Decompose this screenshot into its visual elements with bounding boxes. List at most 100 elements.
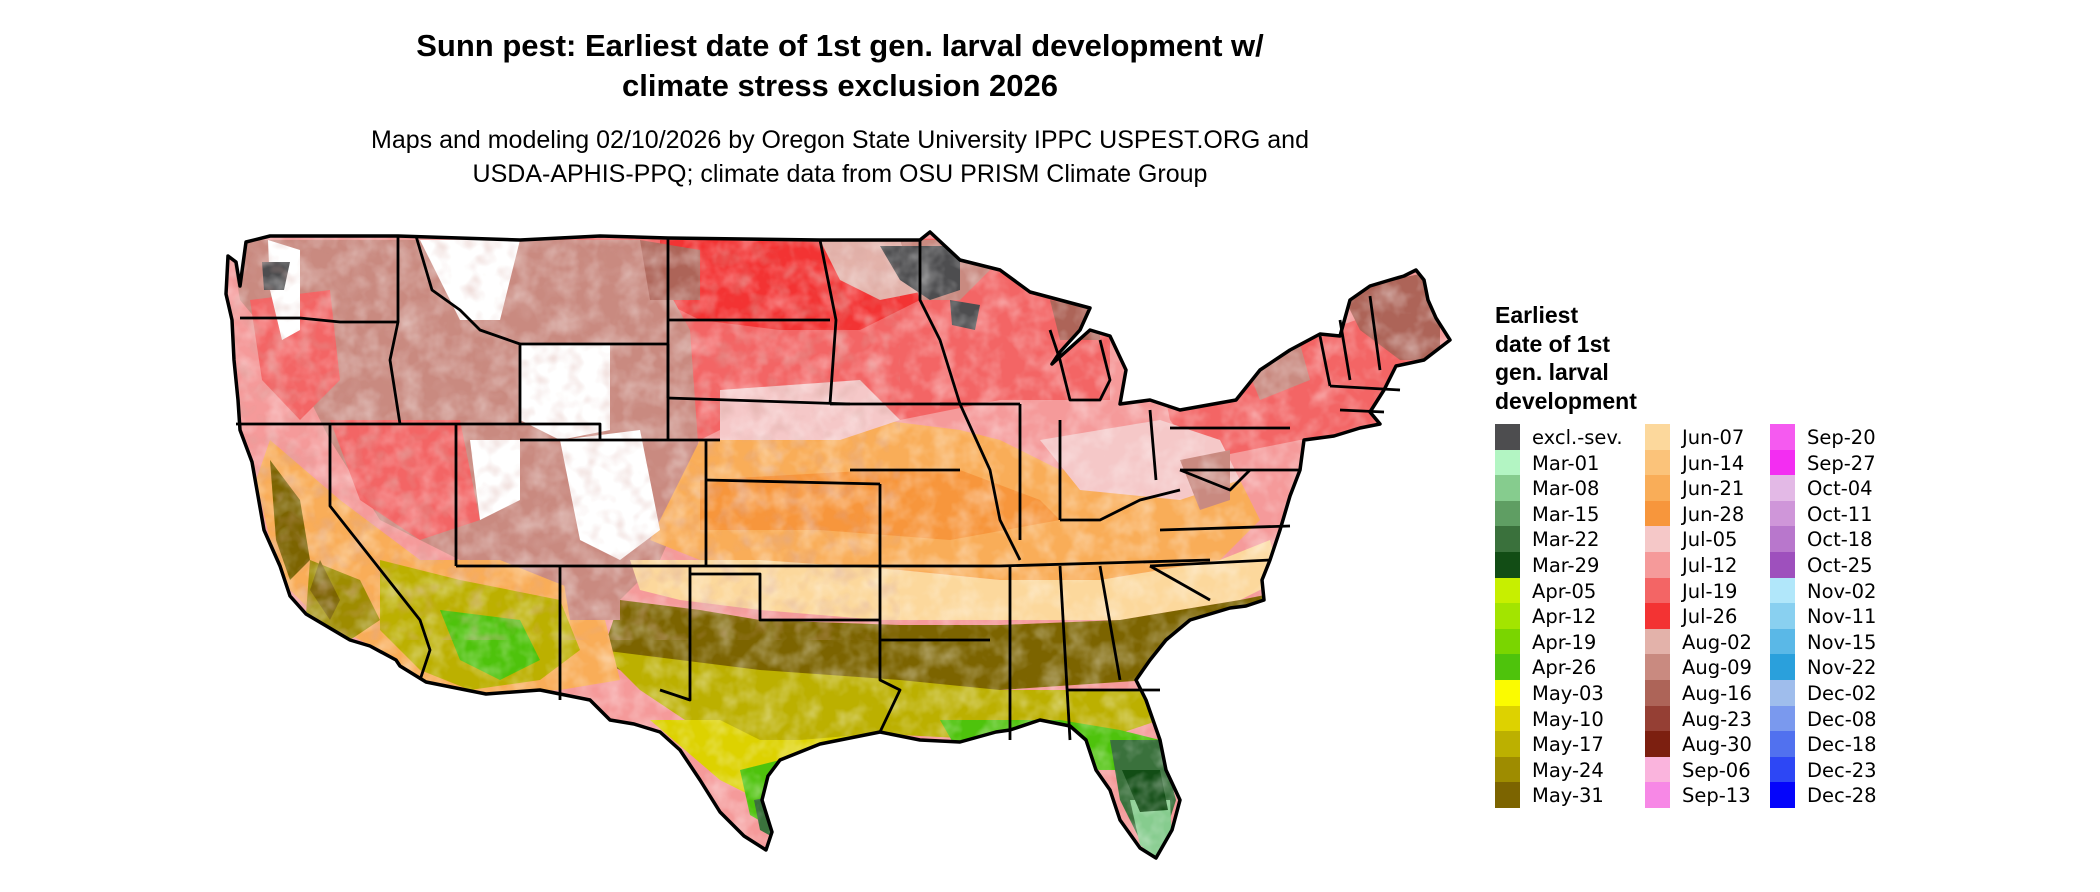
legend-swatch (1645, 577, 1670, 604)
legend-label: Mar-29 (1532, 554, 1600, 577)
legend-label: May-17 (1532, 733, 1604, 757)
legend-swatch (1645, 526, 1670, 552)
legend-label: Jul-19 (1682, 579, 1738, 603)
legend-item: Oct-18 (1770, 526, 1920, 552)
legend-item: Mar-15 (1495, 500, 1645, 527)
legend-swatch (1495, 782, 1520, 808)
legend-item: Aug-02 (1645, 628, 1795, 655)
title-line-2: climate stress exclusion 2026 (622, 68, 1058, 103)
legend-swatch (1645, 552, 1670, 578)
legend-swatch (1645, 628, 1670, 655)
legend-item: Nov-11 (1770, 603, 1920, 629)
legend-item: Apr-26 (1495, 654, 1645, 680)
legend-swatch (1770, 424, 1795, 450)
border-ma (1329, 384, 1401, 392)
legend-item: Aug-23 (1645, 705, 1795, 732)
legend-item: Jul-19 (1645, 577, 1795, 604)
legend-item: Dec-02 (1770, 680, 1920, 706)
border-sd-ne (667, 396, 851, 406)
legend-title-line: development (1495, 387, 1637, 414)
legend-label: Dec-02 (1807, 682, 1877, 705)
legend-item: Jul-05 (1645, 526, 1795, 552)
map-subtitle: Maps and modeling 02/10/2026 by Oregon S… (300, 123, 1380, 191)
border-nd-mn (818, 239, 838, 405)
legend-label: Dec-18 (1807, 733, 1877, 757)
border-ga-sc (1149, 564, 1211, 602)
legend-swatch (1645, 654, 1670, 680)
legend-label: Sep-13 (1682, 784, 1751, 808)
legend-swatch (1495, 603, 1520, 629)
legend-swatch (1645, 680, 1670, 706)
legend-swatch (1495, 475, 1520, 501)
legend-label: Aug-23 (1682, 707, 1752, 731)
legend-item: Dec-28 (1770, 782, 1920, 808)
legend-label: Jul-12 (1682, 554, 1738, 577)
border-mn-wi (918, 240, 962, 405)
legend-swatch (1645, 756, 1670, 783)
legend-item: Nov-22 (1770, 654, 1920, 680)
legend-swatch (1645, 449, 1670, 476)
legend-swatch (1770, 654, 1795, 680)
legend-swatch (1495, 552, 1520, 578)
border-ca-nv (328, 424, 432, 681)
legend-swatch (1645, 424, 1670, 450)
legend-label: Jun-28 (1682, 502, 1745, 526)
legend-item: Aug-09 (1645, 654, 1795, 680)
legend-swatch (1770, 552, 1795, 578)
legend-label: Mar-08 (1532, 477, 1600, 501)
legend-item: Mar-22 (1495, 526, 1645, 552)
legend-item: excl.-sev. (1495, 424, 1645, 450)
legend-item: Apr-05 (1495, 577, 1645, 604)
legend-label: Apr-05 (1532, 579, 1597, 603)
legend-label: Oct-25 (1807, 554, 1873, 577)
legend-label: Jun-21 (1682, 477, 1745, 501)
legend-item: Aug-30 (1645, 731, 1795, 757)
legend-swatch (1495, 500, 1520, 527)
border-ms-al (1058, 565, 1072, 741)
subtitle-line-1: Maps and modeling 02/10/2026 by Oregon S… (371, 126, 1309, 154)
legend-item: Jul-12 (1645, 552, 1795, 578)
legend-swatch (1770, 577, 1795, 604)
legend-item: Nov-15 (1770, 628, 1920, 655)
border-ny-vt (1318, 335, 1332, 387)
legend-item: May-03 (1495, 680, 1645, 706)
legend-swatch (1770, 680, 1795, 706)
legend-swatch (1645, 500, 1670, 527)
legend-label: Apr-12 (1532, 605, 1597, 629)
legend-label: Oct-11 (1807, 502, 1873, 526)
legend-swatch (1770, 756, 1795, 783)
legend-swatch (1495, 526, 1520, 552)
legend-item: Oct-04 (1770, 475, 1920, 501)
border-oh-pa (1148, 409, 1158, 481)
legend-item: Dec-08 (1770, 705, 1920, 732)
legend-item: Jun-28 (1645, 500, 1795, 527)
legend-label: Sep-06 (1682, 758, 1751, 782)
map-title: Sunn pest: Earliest date of 1st gen. lar… (300, 26, 1380, 106)
legend-label: Dec-23 (1807, 758, 1877, 782)
legend-label: Aug-16 (1682, 682, 1752, 705)
legend-label: Jul-26 (1682, 605, 1738, 629)
border-ct-ri (1339, 408, 1385, 414)
legend-item: Jun-07 (1645, 424, 1795, 450)
title-line-1: Sunn pest: Earliest date of 1st gen. lar… (416, 28, 1264, 63)
legend-label: May-31 (1532, 784, 1604, 808)
legend-label: Mar-15 (1532, 502, 1600, 526)
legend-label: Apr-26 (1532, 656, 1597, 680)
legend-label: Nov-02 (1807, 579, 1877, 603)
border-ky-oh (1060, 488, 1181, 522)
border-tx-ok (690, 572, 880, 622)
legend-swatch (1770, 731, 1795, 757)
legend-label: Jun-14 (1682, 451, 1745, 475)
legend-item: Jun-14 (1645, 449, 1795, 476)
legend-swatch (1645, 475, 1670, 501)
legend-item: Nov-02 (1770, 577, 1920, 604)
legend-swatch (1645, 782, 1670, 808)
legend-label: May-10 (1532, 707, 1604, 731)
border-mi-peninsula (1048, 329, 1112, 402)
legend-swatch (1770, 705, 1795, 732)
legend-label: Dec-28 (1807, 784, 1877, 808)
legend-label: Sep-20 (1807, 426, 1876, 449)
legend-item: Dec-18 (1770, 731, 1920, 757)
legend-label: May-24 (1532, 758, 1604, 782)
